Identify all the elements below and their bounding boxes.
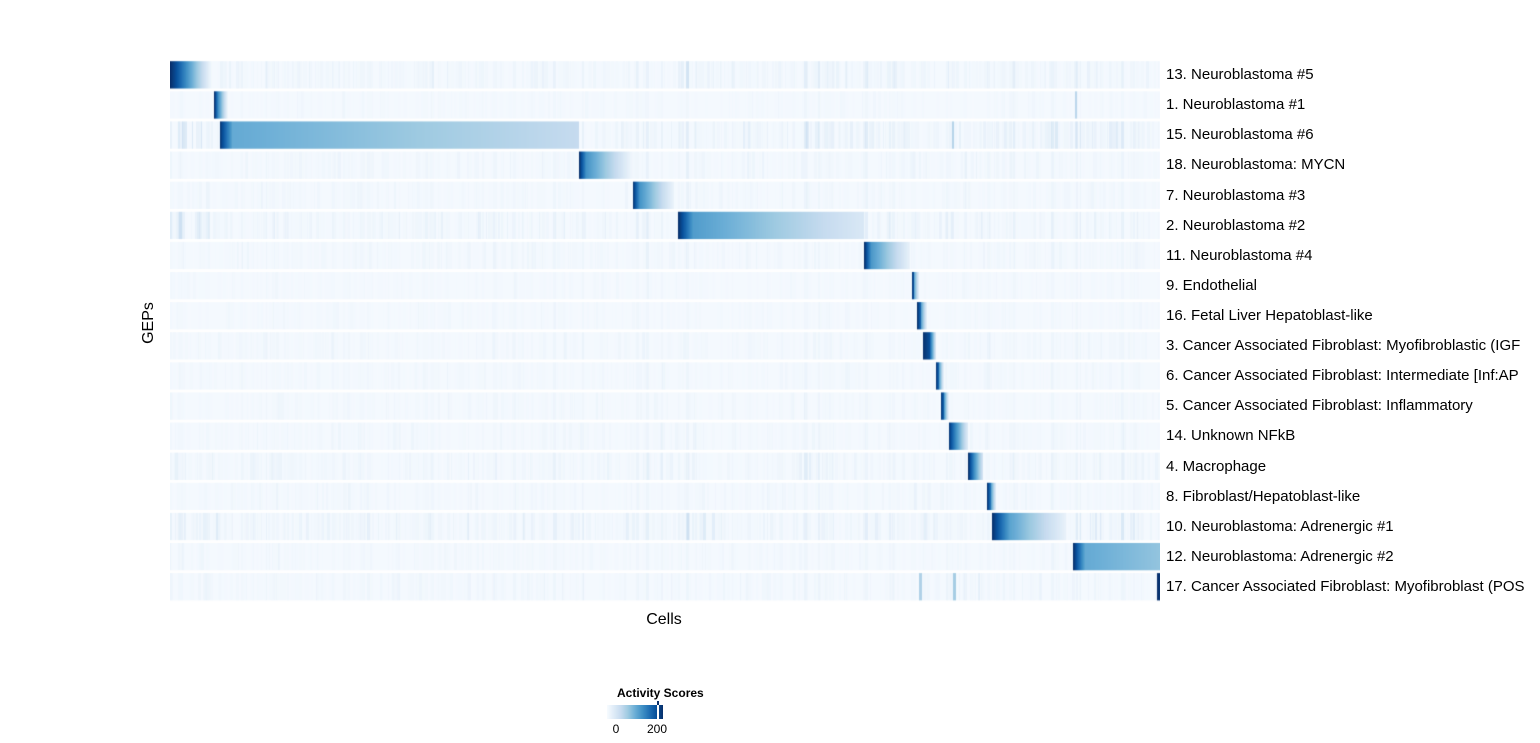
row-label: 8. Fibroblast/Hepatoblast-like [1166,487,1361,505]
row-label: 12. Neuroblastoma: Adrenergic #2 [1166,547,1394,565]
row-label: 7. Neuroblastoma #3 [1166,186,1306,204]
row-label: 11. Neuroblastoma #4 [1166,246,1313,264]
row-label: 14. Unknown NFkB [1166,427,1296,445]
row-label: 18. Neuroblastoma: MYCN [1166,156,1346,174]
x-axis-label: Cells [646,611,682,628]
row-label: 3. Cancer Associated Fibroblast: Myofibr… [1166,337,1521,355]
colorbar-legend: Activity Scores 0 200 [607,686,737,741]
legend-title: Activity Scores [617,686,704,700]
heatmap-canvas [170,60,1160,602]
legend-tick-line [657,705,659,719]
y-axis-label: GEPs [140,302,157,344]
row-label: 15. Neuroblastoma #6 [1166,126,1314,144]
legend-tick-mark [657,701,659,705]
legend-tick-label-max: 200 [646,722,668,736]
legend-tick-label-min: 0 [612,722,620,736]
row-labels: 13. Neuroblastoma #5 1. Neuroblastoma #1 1… [1166,0,1540,743]
legend-gradient-bar [607,701,663,719]
row-label: 5. Cancer Associated Fibroblast: Inflamm… [1166,397,1473,415]
row-label: 1. Neuroblastoma #1 [1166,96,1306,114]
row-label: 17. Cancer Associated Fibroblast: Myofib… [1166,577,1525,595]
row-label: 2. Neuroblastoma #2 [1166,216,1306,234]
row-label: 6. Cancer Associated Fibroblast: Interme… [1166,367,1519,385]
row-label: 10. Neuroblastoma: Adrenergic #1 [1166,517,1394,535]
row-label: 16. Fetal Liver Hepatoblast-like [1166,306,1373,324]
row-label: 9. Endothelial [1166,276,1257,294]
row-label: 4. Macrophage [1166,457,1267,475]
row-label: 13. Neuroblastoma #5 [1166,66,1314,84]
